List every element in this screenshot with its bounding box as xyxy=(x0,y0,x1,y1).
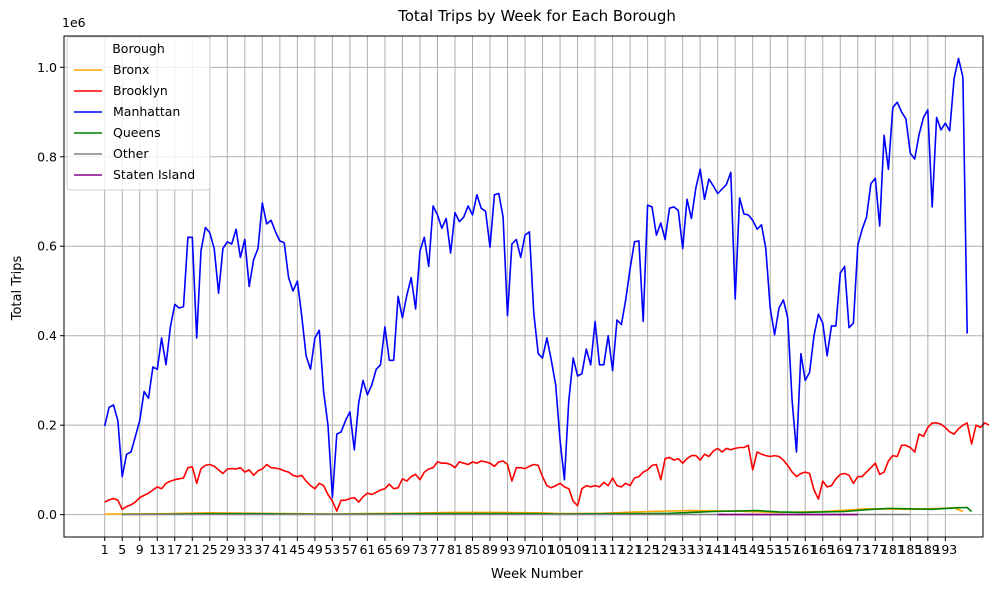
legend-label-queens: Queens xyxy=(113,125,161,140)
x-tick-label: 173 xyxy=(846,542,870,557)
x-tick-label: 57 xyxy=(342,542,358,557)
legend-label-bronx: Bronx xyxy=(113,62,149,77)
legend-label-manhattan: Manhattan xyxy=(113,104,180,119)
x-tick-label: 117 xyxy=(601,542,625,557)
legend: Borough Bronx Brooklyn Manhattan Queens Othe… xyxy=(66,36,211,191)
x-tick-label: 125 xyxy=(636,542,660,557)
x-tick-label: 49 xyxy=(307,542,323,557)
legend-label-other: Other xyxy=(113,146,149,161)
x-tick-label: 153 xyxy=(758,542,782,557)
x-tick-label: 13 xyxy=(149,542,165,557)
x-tick-label: 177 xyxy=(863,542,887,557)
series-layer xyxy=(103,57,989,516)
y-axis-label: Total Trips xyxy=(10,256,25,322)
x-tick-label: 1 xyxy=(101,542,109,557)
x-tick-label: 137 xyxy=(688,542,712,557)
x-tick-label: 89 xyxy=(482,542,498,557)
legend-box xyxy=(66,36,211,191)
x-tick-label: 81 xyxy=(447,542,463,557)
y-axis-offset-label: 1e6 xyxy=(62,15,86,30)
x-tick-label: 29 xyxy=(219,542,235,557)
x-tick-label: 41 xyxy=(272,542,288,557)
x-tick-label: 77 xyxy=(430,542,446,557)
y-tick-label: 0.4 xyxy=(37,328,57,343)
x-tick-label: 165 xyxy=(811,542,835,557)
y-tick-label: 0.6 xyxy=(37,239,57,254)
x-axis-ticks: 1 5 9 13 17 21 25 29 33 37 41 45 49 53 57 61 65 69 73 77 81 8… xyxy=(101,537,957,557)
x-tick-label: 17 xyxy=(167,542,183,557)
x-tick-label: 101 xyxy=(531,542,555,557)
x-tick-label: 69 xyxy=(394,542,410,557)
x-tick-label: 9 xyxy=(136,542,144,557)
legend-entries: Bronx Brooklyn Manhattan Queens Other Staten … xyxy=(74,62,195,182)
x-tick-label: 65 xyxy=(377,542,393,557)
x-tick-label: 33 xyxy=(237,542,253,557)
x-tick-label: 37 xyxy=(254,542,270,557)
x-tick-label: 161 xyxy=(793,542,817,557)
legend-label-brooklyn: Brooklyn xyxy=(113,83,168,98)
x-tick-label: 133 xyxy=(671,542,695,557)
x-tick-label: 45 xyxy=(289,542,305,557)
x-tick-label: 181 xyxy=(881,542,905,557)
x-tick-label: 5 xyxy=(118,542,126,557)
plot-frame xyxy=(63,35,984,538)
x-tick-label: 121 xyxy=(618,542,642,557)
x-tick-label: 149 xyxy=(741,542,765,557)
x-tick-label: 141 xyxy=(706,542,730,557)
x-tick-label: 189 xyxy=(916,542,940,557)
y-tick-label: 0.8 xyxy=(37,149,57,164)
x-axis-label: Week Number xyxy=(491,567,584,582)
y-axis-ticks: 0.0 0.2 0.4 0.6 0.8 1.0 xyxy=(37,60,64,522)
x-tick-label: 113 xyxy=(583,542,607,557)
y-tick-label: 1.0 xyxy=(37,60,57,75)
x-tick-label: 53 xyxy=(324,542,340,557)
x-tick-label: 105 xyxy=(548,542,572,557)
x-tick-label: 93 xyxy=(500,542,516,557)
y-tick-label: 0.2 xyxy=(37,418,57,433)
legend-title: Borough xyxy=(112,41,165,56)
y-tick-label: 0.0 xyxy=(37,507,57,522)
x-tick-label: 61 xyxy=(359,542,375,557)
x-tick-label: 129 xyxy=(653,542,677,557)
series-line-manhattan xyxy=(103,57,968,499)
x-tick-label: 169 xyxy=(828,542,852,557)
x-tick-label: 145 xyxy=(723,542,747,557)
x-tick-label: 85 xyxy=(465,542,481,557)
series-line-brooklyn xyxy=(104,422,989,512)
x-tick-label: 185 xyxy=(898,542,922,557)
x-tick-label: 73 xyxy=(412,542,428,557)
legend-label-staten-island: Staten Island xyxy=(113,167,195,182)
x-tick-label: 157 xyxy=(776,542,800,557)
x-tick-label: 193 xyxy=(933,542,957,557)
x-tick-label: 97 xyxy=(517,542,533,557)
chart-title: Total Trips by Week for Each Borough xyxy=(397,7,676,25)
x-tick-label: 25 xyxy=(202,542,218,557)
x-tick-label: 109 xyxy=(566,542,590,557)
x-tick-label: 21 xyxy=(184,542,200,557)
